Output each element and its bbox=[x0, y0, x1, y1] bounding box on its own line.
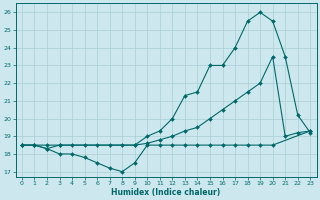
X-axis label: Humidex (Indice chaleur): Humidex (Indice chaleur) bbox=[111, 188, 221, 197]
